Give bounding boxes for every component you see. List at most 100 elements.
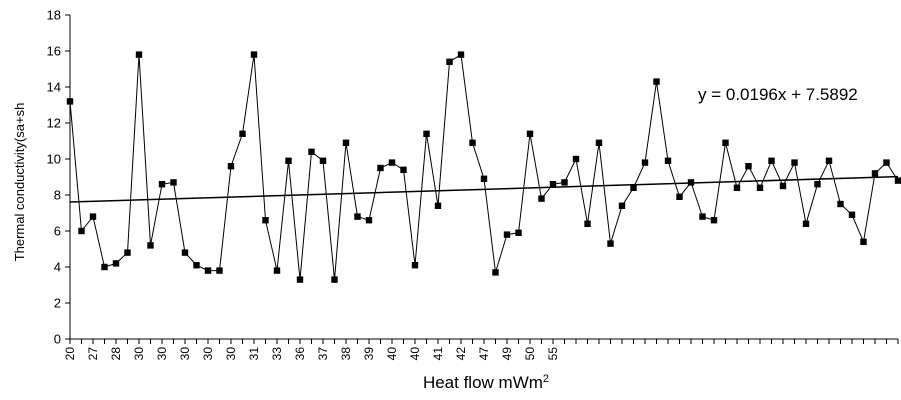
data-point — [572, 155, 580, 163]
y-tick-label: 12 — [47, 116, 61, 131]
data-point — [388, 159, 396, 166]
data-point — [825, 157, 833, 164]
data-point — [250, 51, 258, 58]
x-tick-label: 30 — [178, 347, 192, 361]
x-axis: 20 27 28 30 30 30 30 30 31 33 36 37 38 39 40 40 41 42 47 49… — [63, 338, 899, 361]
x-axis-title: Heat flow mWm2 — [423, 373, 549, 392]
x-tick-label: 36 — [293, 347, 307, 361]
data-point — [262, 217, 269, 224]
data-point — [204, 267, 212, 274]
data-point — [791, 159, 798, 166]
data-point — [883, 159, 890, 166]
data-point — [745, 163, 752, 170]
data-point — [641, 159, 649, 166]
data-point — [894, 177, 901, 184]
data-point — [319, 157, 327, 164]
data-point — [538, 195, 545, 202]
data-point — [342, 139, 350, 146]
data-point — [89, 213, 97, 220]
x-tick-label: 37 — [316, 347, 330, 361]
x-tick-label: 38 — [339, 347, 353, 361]
y-tick-label: 4 — [54, 260, 61, 275]
data-point — [434, 202, 442, 209]
data-point — [549, 181, 557, 188]
data-point — [446, 58, 453, 65]
series-markers — [66, 51, 901, 283]
data-point — [308, 148, 315, 155]
data-point — [710, 217, 718, 224]
data-point — [687, 179, 695, 186]
data-point — [503, 231, 511, 238]
x-tick-label: 30 — [132, 347, 146, 361]
data-point — [814, 181, 821, 188]
data-point — [135, 51, 143, 58]
y-tick-label: 6 — [54, 224, 61, 239]
data-point — [78, 227, 85, 235]
data-point — [354, 213, 361, 220]
data-point — [802, 220, 810, 227]
data-point — [676, 193, 683, 200]
data-point — [837, 200, 844, 208]
data-point — [285, 157, 292, 164]
data-point — [630, 184, 637, 191]
data-point — [112, 260, 120, 267]
data-point — [492, 269, 499, 276]
data-point — [595, 139, 603, 146]
data-point — [227, 163, 235, 170]
data-point — [515, 229, 522, 236]
data-point — [722, 139, 729, 146]
data-point — [147, 242, 154, 249]
data-point — [733, 184, 741, 191]
data-point — [296, 276, 304, 283]
data-point — [101, 263, 108, 271]
data-point — [664, 157, 672, 164]
x-tick-label: 20 — [63, 347, 77, 361]
x-tick-label: 55 — [546, 347, 560, 361]
y-tick-label: 16 — [47, 44, 61, 59]
data-point — [400, 166, 407, 173]
x-axis-title-text: Heat flow mWm — [423, 373, 543, 392]
data-point — [181, 249, 189, 256]
data-point — [457, 51, 465, 58]
data-point — [193, 262, 200, 269]
y-tick-label: 2 — [54, 296, 61, 311]
data-point — [860, 238, 867, 245]
data-point — [653, 78, 660, 85]
data-point — [239, 130, 246, 137]
x-tick-label: 49 — [500, 347, 514, 361]
data-point — [871, 170, 879, 177]
data-point — [66, 98, 74, 105]
data-point — [423, 130, 430, 137]
x-tick-label: 30 — [155, 347, 169, 361]
data-point — [158, 181, 166, 188]
data-point — [469, 139, 476, 146]
x-tick-label: 50 — [523, 347, 537, 361]
trendline — [69, 175, 899, 203]
trendline-equation: y = 0.0196x + 7.5892 — [698, 85, 858, 104]
data-point — [618, 202, 626, 209]
x-axis-title-superscript: 2 — [543, 373, 549, 385]
x-tick-label: 40 — [385, 347, 399, 361]
y-tick-label: 8 — [54, 188, 61, 203]
y-axis: 0 2 4 6 8 10 12 14 16 18 — [47, 8, 71, 347]
x-tick-label: 30 — [224, 347, 238, 361]
x-tick-label: 31 — [247, 347, 261, 361]
x-tick-label: 27 — [86, 347, 100, 361]
data-point — [124, 249, 131, 256]
x-tick-label: 42 — [454, 347, 468, 361]
data-point — [584, 220, 591, 227]
data-point — [365, 217, 373, 224]
y-tick-label: 0 — [54, 332, 61, 347]
y-tick-label: 10 — [47, 152, 61, 167]
data-point — [411, 262, 419, 269]
data-point — [607, 240, 614, 247]
data-point — [779, 182, 787, 190]
x-tick-label: 30 — [201, 347, 215, 361]
x-tick-label: 39 — [362, 347, 376, 361]
data-point — [377, 164, 384, 172]
x-tick-label: 33 — [270, 347, 284, 361]
data-point — [526, 130, 534, 137]
data-point — [561, 179, 568, 186]
x-tick-label: 28 — [109, 347, 123, 361]
